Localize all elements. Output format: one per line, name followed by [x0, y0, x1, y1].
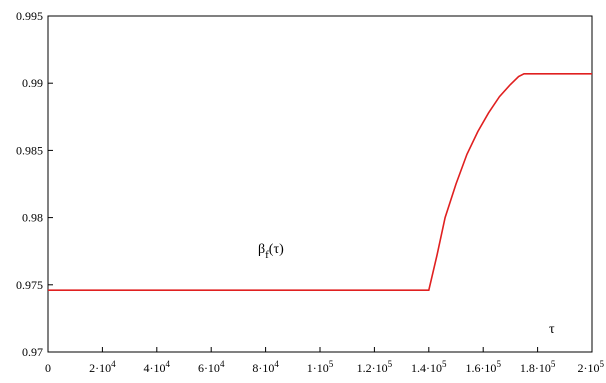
x-tick-label: 0: [45, 361, 51, 375]
x-tick-label: 2·104: [89, 359, 116, 375]
x-tick-label: 1.6·105: [465, 359, 501, 375]
y-axis: 0.97 0.975 0.98 0.985 0.99 0.995: [16, 9, 53, 359]
x-tick-label: 8·104: [252, 359, 279, 375]
x-tick-label: 6·104: [198, 359, 225, 375]
y-tick-label: 0.97: [22, 345, 43, 359]
y-tick-label: 0.975: [16, 278, 43, 292]
x-axis: 0 2·104 4·104 6·104 8·104 1·105 1.2·105 1.4·105…: [45, 347, 605, 375]
x-tick-label: 1.2·105: [357, 359, 393, 375]
x-tick-label: 1.4·105: [411, 359, 447, 375]
plot-frame: [47, 15, 593, 353]
x-tick-label: 2·105: [578, 359, 605, 375]
y-tick-label: 0.99: [22, 76, 43, 90]
series-line: [48, 73, 592, 291]
y-tick-label: 0.985: [16, 143, 43, 157]
curve-label: βf(τ): [258, 242, 284, 261]
y-tick-label: 0.995: [16, 9, 43, 23]
x-tick-label: 4·104: [144, 359, 171, 375]
y-tick-label: 0.98: [22, 211, 43, 225]
x-tick-label: 1.8·105: [520, 359, 556, 375]
x-axis-label: τ: [549, 322, 555, 337]
x-tick-label: 1·105: [307, 359, 334, 375]
